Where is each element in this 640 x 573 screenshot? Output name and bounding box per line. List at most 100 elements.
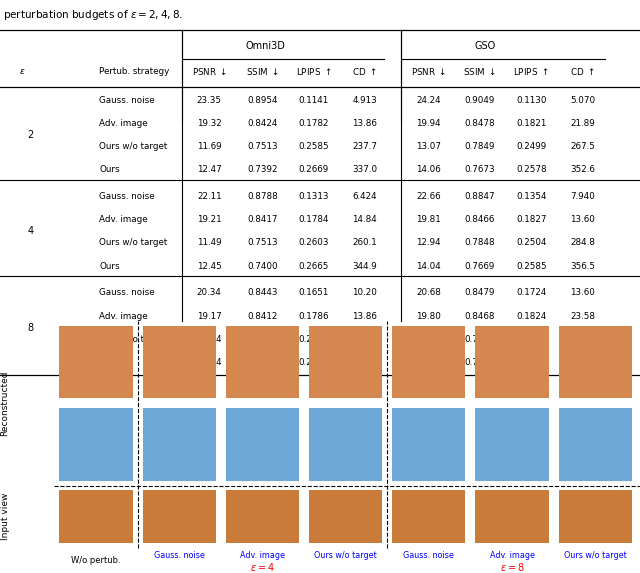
Text: 23.58: 23.58 — [570, 312, 595, 320]
Text: $\epsilon$: $\epsilon$ — [19, 68, 26, 76]
Text: 13.60: 13.60 — [570, 215, 595, 224]
Text: 0.2584: 0.2584 — [516, 358, 547, 367]
Text: 14.84: 14.84 — [353, 215, 377, 224]
Text: 0.2608: 0.2608 — [298, 335, 329, 344]
Text: 0.7840: 0.7840 — [465, 335, 495, 344]
Text: Ours w/o target: Ours w/o target — [564, 551, 627, 560]
FancyBboxPatch shape — [559, 326, 632, 398]
Text: Gauss. noise: Gauss. noise — [403, 551, 454, 560]
Text: PSNR $\downarrow$: PSNR $\downarrow$ — [412, 66, 446, 77]
Text: 19.81: 19.81 — [417, 215, 441, 224]
Text: 0.2504: 0.2504 — [516, 238, 547, 248]
Text: 0.1651: 0.1651 — [298, 288, 329, 297]
Text: 0.7515: 0.7515 — [247, 335, 278, 344]
Text: 0.1827: 0.1827 — [516, 215, 547, 224]
Text: 0.2669: 0.2669 — [298, 165, 329, 174]
Text: LPIPS $\uparrow$: LPIPS $\uparrow$ — [513, 66, 549, 77]
Text: 0.1130: 0.1130 — [516, 96, 547, 105]
Text: 0.7392: 0.7392 — [247, 165, 278, 174]
Text: 19.94: 19.94 — [417, 119, 441, 128]
Text: LPIPS $\uparrow$: LPIPS $\uparrow$ — [296, 66, 332, 77]
Text: Ours: Ours — [99, 358, 120, 367]
Text: 0.7513: 0.7513 — [247, 238, 278, 248]
Text: Ours: Ours — [99, 165, 120, 174]
Text: 14.04: 14.04 — [417, 261, 441, 270]
Text: 0.7849: 0.7849 — [465, 142, 495, 151]
Text: 0.2578: 0.2578 — [516, 165, 547, 174]
Text: Ours: Ours — [99, 261, 120, 270]
Text: 5.070: 5.070 — [570, 96, 595, 105]
Text: 0.1821: 0.1821 — [516, 119, 547, 128]
Text: 11.44: 11.44 — [197, 335, 221, 344]
Text: 23.35: 23.35 — [196, 96, 222, 105]
Text: 13.60: 13.60 — [570, 288, 595, 297]
Text: Adv. image: Adv. image — [99, 215, 148, 224]
Text: 20.34: 20.34 — [197, 288, 221, 297]
Text: 237.7: 237.7 — [352, 142, 378, 151]
Text: Gauss. noise: Gauss. noise — [99, 96, 155, 105]
Text: 0.1724: 0.1724 — [516, 288, 547, 297]
Text: Pertub. strategy: Pertub. strategy — [99, 68, 170, 76]
Text: 13.07: 13.07 — [416, 142, 442, 151]
Text: 14.06: 14.06 — [417, 165, 441, 174]
FancyBboxPatch shape — [60, 490, 132, 543]
Text: Gauss. noise: Gauss. noise — [99, 288, 155, 297]
Text: 0.1782: 0.1782 — [298, 119, 329, 128]
Text: 0.7396: 0.7396 — [247, 358, 278, 367]
Text: 0.7669: 0.7669 — [465, 261, 495, 270]
Text: Input view: Input view — [1, 493, 10, 540]
FancyBboxPatch shape — [559, 490, 632, 543]
FancyBboxPatch shape — [309, 408, 382, 481]
Text: 0.8788: 0.8788 — [247, 192, 278, 201]
Text: 273.3: 273.3 — [352, 335, 378, 344]
Text: Adv. image: Adv. image — [99, 119, 148, 128]
Text: Ours w/o target: Ours w/o target — [99, 335, 168, 344]
Text: 0.2585: 0.2585 — [298, 142, 329, 151]
Text: 0.2585: 0.2585 — [516, 261, 547, 270]
FancyBboxPatch shape — [559, 408, 632, 481]
Text: 19.32: 19.32 — [197, 119, 221, 128]
Text: PSNR $\downarrow$: PSNR $\downarrow$ — [192, 66, 227, 77]
Text: 10.20: 10.20 — [353, 288, 377, 297]
Text: 12.47: 12.47 — [197, 165, 221, 174]
Text: 8: 8 — [28, 323, 34, 332]
FancyBboxPatch shape — [309, 326, 382, 398]
Text: 0.1824: 0.1824 — [516, 312, 547, 320]
Text: 22.66: 22.66 — [417, 192, 441, 201]
Text: Adv. image: Adv. image — [99, 312, 148, 320]
Text: GSO: GSO — [474, 41, 496, 50]
Text: Ours w/o target: Ours w/o target — [99, 142, 168, 151]
Text: 14.02: 14.02 — [417, 358, 441, 367]
Text: 12.44: 12.44 — [197, 358, 221, 367]
Text: 0.1786: 0.1786 — [298, 312, 329, 320]
Text: Omni3D: Omni3D — [246, 41, 285, 50]
Text: Reconstructed: Reconstructed — [1, 371, 10, 436]
Text: SSIM $\downarrow$: SSIM $\downarrow$ — [246, 66, 279, 77]
Text: 12.89: 12.89 — [417, 335, 441, 344]
Text: 0.8954: 0.8954 — [247, 96, 278, 105]
Text: CD $\uparrow$: CD $\uparrow$ — [353, 66, 377, 77]
Text: 0.8443: 0.8443 — [247, 288, 278, 297]
Text: 267.5: 267.5 — [570, 142, 595, 151]
Text: 344.9: 344.9 — [353, 261, 377, 270]
Text: 21.89: 21.89 — [570, 119, 595, 128]
Text: SSIM $\downarrow$: SSIM $\downarrow$ — [463, 66, 497, 77]
FancyBboxPatch shape — [476, 490, 548, 543]
FancyBboxPatch shape — [476, 408, 548, 481]
Text: 4: 4 — [28, 226, 34, 236]
Text: Gauss. noise: Gauss. noise — [99, 192, 155, 201]
Text: 0.1313: 0.1313 — [298, 192, 329, 201]
Text: 2: 2 — [28, 130, 34, 140]
Text: 296.3: 296.3 — [570, 335, 595, 344]
Text: W/o pertub.: W/o pertub. — [71, 556, 121, 565]
FancyBboxPatch shape — [60, 408, 132, 481]
FancyBboxPatch shape — [392, 326, 465, 398]
Text: 12.45: 12.45 — [197, 261, 221, 270]
Text: Gauss. noise: Gauss. noise — [154, 551, 205, 560]
FancyBboxPatch shape — [392, 408, 465, 481]
FancyBboxPatch shape — [143, 490, 216, 543]
Text: 0.7661: 0.7661 — [465, 358, 495, 367]
Text: 0.2508: 0.2508 — [516, 335, 547, 344]
Text: 22.11: 22.11 — [197, 192, 221, 201]
Text: 0.8466: 0.8466 — [465, 215, 495, 224]
